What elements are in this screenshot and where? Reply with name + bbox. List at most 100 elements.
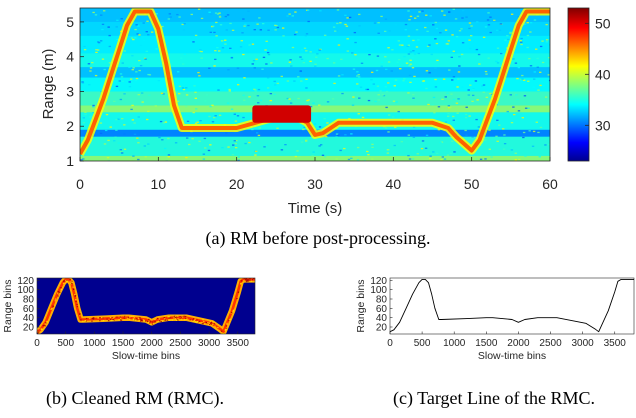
- a-noise-cell: [452, 98, 456, 101]
- a-noise-cell: [204, 147, 207, 149]
- a-noise-cell: [417, 39, 420, 41]
- a-noise-cell: [416, 153, 419, 155]
- a-noise-cell: [103, 143, 107, 145]
- a-noise-cell: [259, 99, 263, 102]
- a-noise-cell: [535, 121, 538, 123]
- a-noise-cell: [94, 74, 98, 77]
- b-xtick-label: 1500: [112, 338, 135, 349]
- b-speckle-cell: [148, 321, 150, 324]
- b-speckle-cell: [181, 316, 183, 318]
- a-noise-cell: [323, 34, 327, 36]
- b-speckle-cell: [113, 319, 115, 321]
- a-noise-cell: [218, 114, 222, 116]
- a-noise-cell: [539, 126, 543, 129]
- b-speckle-cell: [143, 320, 146, 322]
- a-noise-cell: [469, 35, 473, 37]
- a-noise-cell: [169, 16, 172, 18]
- b-speckle-cell: [119, 316, 122, 318]
- a-noise-cell: [203, 137, 207, 140]
- a-noise-cell: [108, 45, 112, 48]
- a-noise-cell: [291, 46, 295, 49]
- b-speckle-cell: [177, 319, 179, 321]
- a-noise-cell: [496, 119, 499, 121]
- a-noise-cell: [336, 9, 340, 11]
- a-noise-cell: [447, 105, 451, 107]
- b-speckle-cell: [54, 300, 57, 302]
- a-noise-cell: [154, 105, 157, 107]
- a-noise-cell: [132, 67, 135, 69]
- a-noise-cell: [454, 18, 458, 20]
- b-speckle-cell: [120, 319, 123, 321]
- a-noise-cell: [267, 29, 270, 31]
- a-noise-cell: [454, 51, 457, 54]
- a-noise-cell: [142, 22, 145, 24]
- a-noise-cell: [257, 134, 261, 137]
- a-noise-cell: [434, 38, 437, 40]
- b-speckle-cell: [209, 320, 211, 322]
- b-speckle-cell: [251, 279, 254, 281]
- a-noise-cell: [479, 158, 483, 160]
- c-line-plot: [389, 278, 634, 333]
- a-noise-cell: [242, 18, 245, 20]
- b-speckle-cell: [97, 317, 99, 319]
- a-noise-cell: [409, 15, 413, 18]
- a-noise-cell: [81, 82, 85, 84]
- a-noise-cell: [118, 80, 121, 82]
- a-noise-cell: [430, 53, 433, 56]
- a-noise-cell: [321, 154, 325, 156]
- a-noise-cell: [177, 93, 181, 95]
- a-noise-cell: [432, 151, 435, 153]
- b-speckle-cell: [139, 320, 142, 322]
- b-speckle-cell: [158, 318, 161, 320]
- a-noise-cell: [458, 56, 461, 58]
- a-noise-cell: [181, 23, 184, 26]
- a-noise-cell: [307, 20, 310, 23]
- a-noise-cell: [146, 118, 149, 121]
- a-noise-cell: [395, 101, 398, 103]
- a-noise-cell: [409, 63, 412, 65]
- a-noise-cell: [89, 116, 92, 118]
- a-noise-cell: [185, 156, 188, 159]
- a-noise-cell: [311, 154, 314, 157]
- b-speckle-cell: [57, 292, 59, 294]
- a-noise-cell: [394, 79, 398, 81]
- b-speckle-cell: [176, 318, 179, 321]
- a-noise-cell: [319, 48, 322, 51]
- a-noise-cell: [101, 58, 105, 60]
- a-noise-cell: [286, 15, 289, 17]
- c-ytick-label: 100: [370, 285, 387, 296]
- a-noise-cell: [92, 106, 95, 108]
- a-noise-cell: [123, 50, 126, 52]
- a-noise-cell: [339, 22, 342, 24]
- b-speckle-cell: [203, 320, 205, 323]
- b-speckle-cell: [196, 320, 199, 322]
- a-noise-cell: [457, 78, 460, 80]
- a-noise-cell: [475, 118, 478, 121]
- a-noise-cell: [216, 46, 219, 49]
- a-noise-cell: [218, 50, 221, 52]
- a-noise-cell: [408, 19, 411, 21]
- a-noise-cell: [537, 131, 540, 134]
- a-noise-cell: [188, 143, 191, 146]
- a-noise-cell: [435, 27, 439, 30]
- a-noise-cell: [465, 134, 468, 136]
- a-noise-cell: [181, 87, 185, 89]
- b-heatmap: [37, 278, 255, 334]
- b-speckle-cell: [46, 321, 48, 323]
- a-noise-cell: [106, 157, 110, 159]
- a-noise-cell: [333, 82, 336, 85]
- a-noise-cell: [303, 126, 306, 129]
- a-noise-cell: [297, 76, 300, 78]
- a-noise-cell: [518, 158, 521, 161]
- a-noise-cell: [451, 140, 454, 142]
- a-noise-cell: [162, 93, 165, 95]
- a-noise-cell: [117, 142, 121, 144]
- b-speckle-cell: [152, 321, 154, 323]
- a-noise-cell: [461, 86, 464, 88]
- a-noise-cell: [101, 23, 105, 26]
- a-noise-cell: [335, 136, 338, 138]
- a-noise-cell: [256, 95, 260, 97]
- a-noise-cell: [464, 129, 467, 132]
- a-noise-cell: [128, 81, 131, 83]
- a-noise-cell: [147, 34, 150, 36]
